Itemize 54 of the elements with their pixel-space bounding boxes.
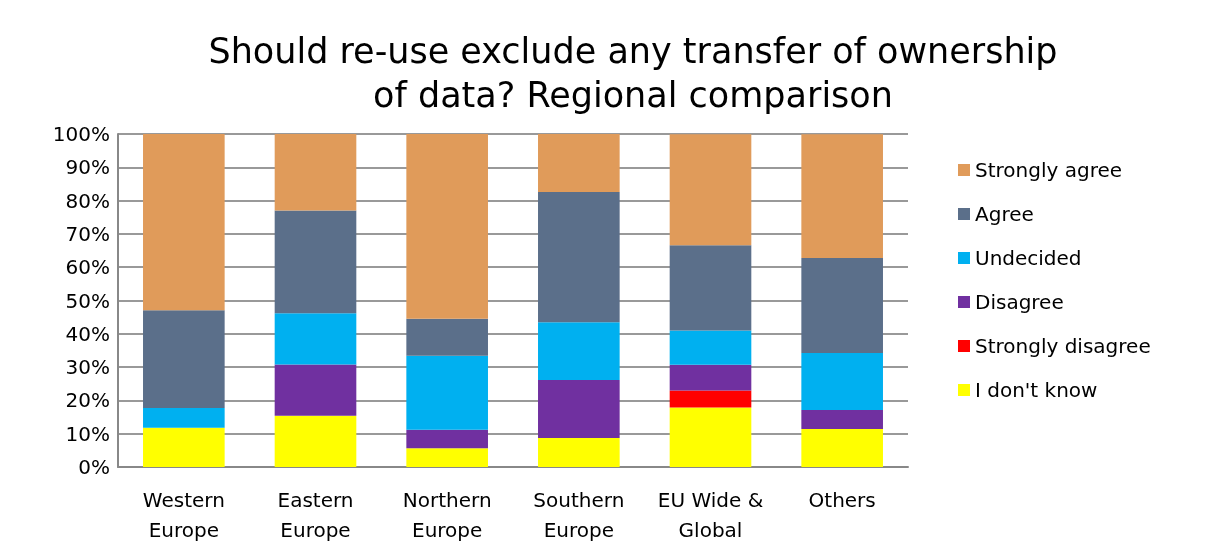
bar [274, 313, 357, 365]
y-tick-label: 80% [65, 188, 110, 213]
bar [669, 364, 752, 391]
bar [538, 134, 620, 192]
y-tick-label: 10% [65, 421, 110, 446]
bar [274, 134, 357, 211]
x-tick-label: EU Wide & Global [657, 488, 764, 542]
bar [801, 429, 883, 467]
legend-label: Agree [975, 202, 1034, 226]
y-tick-label: 40% [65, 321, 110, 346]
y-tick-label: 70% [65, 221, 110, 246]
bar [801, 257, 883, 354]
bar [274, 364, 357, 416]
y-tick-label: 20% [65, 388, 110, 413]
bar [801, 353, 883, 411]
y-tick-label: 90% [65, 155, 110, 180]
x-tick-label: Eastern Europe [277, 488, 354, 542]
legend-label: Undecided [975, 246, 1082, 270]
bar [669, 390, 752, 408]
bar [274, 210, 357, 314]
legend-label: I don't know [975, 378, 1098, 402]
bar [143, 310, 225, 409]
y-tick-label: 100% [52, 122, 110, 146]
x-tick-label: Southern Europe [533, 488, 625, 542]
x-tick-label: Northern Europe [402, 488, 492, 542]
bar [143, 134, 225, 311]
chart-title: Should re-use exclude any transfer of ownership of data? Regional comparison [208, 31, 1058, 115]
bar [669, 245, 752, 331]
x-tick-label: Others [808, 488, 876, 512]
x-tick-label: Western Europe [142, 488, 225, 542]
legend-label: Strongly disagree [975, 334, 1151, 358]
bar [538, 191, 620, 323]
bar [274, 415, 357, 467]
bar [406, 355, 488, 430]
bar [669, 330, 752, 365]
bar [669, 134, 752, 246]
y-tick-label: 60% [65, 255, 110, 280]
y-tick-label: 30% [65, 355, 110, 380]
bar [406, 134, 488, 319]
legend-label: Disagree [975, 290, 1064, 314]
y-tick-label: 50% [65, 288, 110, 313]
bar [669, 407, 752, 467]
bar [801, 410, 883, 430]
bar [801, 134, 883, 258]
bar [143, 427, 225, 467]
bar [406, 429, 488, 449]
legend-label: Strongly agree [975, 158, 1123, 182]
y-tick-label: 0% [78, 455, 110, 479]
bar [143, 408, 225, 428]
bar [406, 318, 488, 356]
bar [538, 380, 620, 439]
bar [538, 322, 620, 381]
bar [538, 438, 620, 467]
bar [406, 448, 488, 467]
